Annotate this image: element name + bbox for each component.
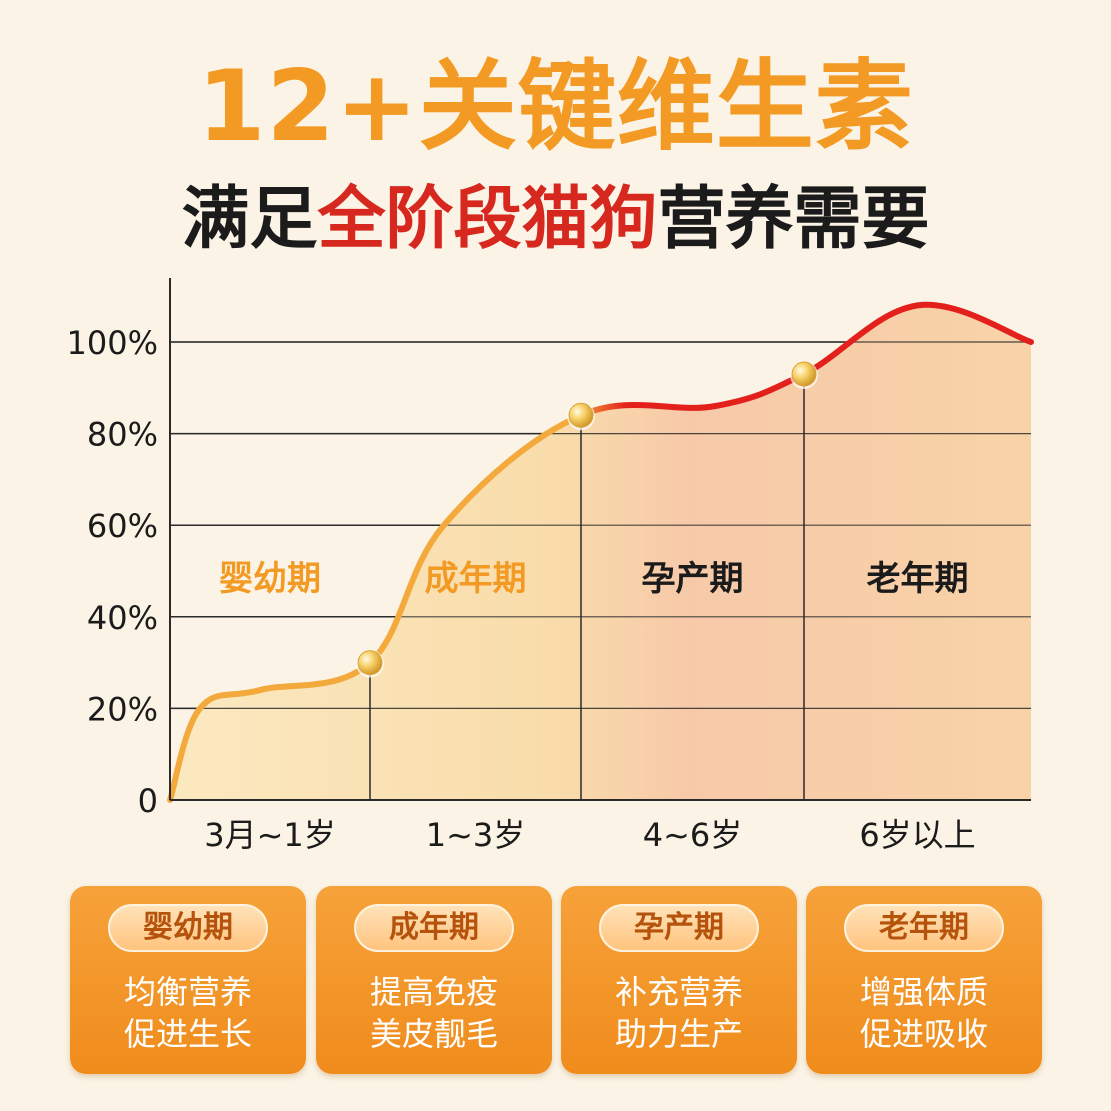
curve-marker	[357, 650, 383, 676]
card-adult: 成年期 提高免疫 美皮靓毛	[316, 886, 552, 1074]
stage-cards: 婴幼期 均衡营养 促进生长 成年期 提高免疫 美皮靓毛 孕产期 补充营养 助力生…	[70, 886, 1042, 1074]
stage-labels: 婴幼期 成年期 孕产期 老年期	[219, 559, 969, 599]
subtitle-suffix: 营养需要	[657, 180, 930, 259]
curve-line	[167, 301, 1034, 803]
card-infant: 婴幼期 均衡营养 促进生长	[70, 886, 306, 1074]
card-line2: 促进生长	[123, 1015, 252, 1053]
card-line2: 助力生产	[614, 1015, 743, 1053]
area-shape	[170, 304, 1031, 800]
card-line1: 均衡营养	[123, 973, 252, 1011]
curve-markers	[356, 361, 818, 678]
subtitle: 满足全阶段猫狗营养需要	[0, 178, 1111, 262]
subtitle-highlight: 全阶段猫狗	[317, 180, 658, 259]
card-label: 成年期	[354, 904, 514, 952]
x-tick-labels: 3月~1岁 1~3岁 4~6岁 6岁以上	[204, 816, 975, 854]
x-tick-label: 1~3岁	[426, 816, 526, 854]
y-tick-label: 60%	[87, 507, 158, 545]
stage-label: 婴幼期	[219, 559, 321, 599]
x-tick-label: 6岁以上	[859, 816, 975, 854]
card-line1: 增强体质	[859, 973, 988, 1011]
card-pregnancy: 孕产期 补充营养 助力生产	[561, 886, 797, 1074]
area-fill	[170, 304, 1031, 800]
x-tick-label: 4~6岁	[643, 816, 743, 854]
card-senior: 老年期 增强体质 促进吸收	[806, 886, 1042, 1074]
curve-marker	[568, 402, 594, 428]
card-line2: 促进吸收	[859, 1015, 988, 1053]
y-tick-label: 80%	[87, 416, 158, 454]
y-tick-label: 0	[138, 782, 158, 820]
axes	[169, 278, 1031, 801]
card-label: 婴幼期	[108, 904, 268, 952]
x-tick-label: 3月~1岁	[204, 816, 336, 854]
stage-label: 成年期	[425, 559, 527, 599]
stage-label: 老年期	[867, 559, 969, 599]
curve-marker	[791, 361, 817, 387]
card-label: 孕产期	[599, 904, 759, 952]
y-tick-label: 20%	[87, 690, 158, 728]
y-tick-label: 40%	[87, 599, 158, 637]
stage-dividers	[369, 374, 805, 800]
y-tick-labels: 0 20% 40% 60% 80% 100%	[67, 324, 158, 820]
main-title: 12+关键维生素	[197, 50, 914, 164]
card-line1: 补充营养	[614, 973, 743, 1011]
card-line1: 提高免疫	[369, 973, 498, 1011]
subtitle-prefix: 满足	[181, 180, 318, 259]
y-tick-label: 100%	[67, 324, 158, 362]
nutrition-curve	[167, 301, 1034, 803]
stage-label: 孕产期	[642, 559, 744, 599]
stage-nutrition-chart: 0 20% 40% 60% 80% 100% 3月~1岁 1~3岁 4~6岁 6岁以上 婴幼期 成…	[67, 278, 1034, 854]
card-label: 老年期	[844, 904, 1004, 952]
card-line2: 美皮靓毛	[369, 1015, 498, 1053]
